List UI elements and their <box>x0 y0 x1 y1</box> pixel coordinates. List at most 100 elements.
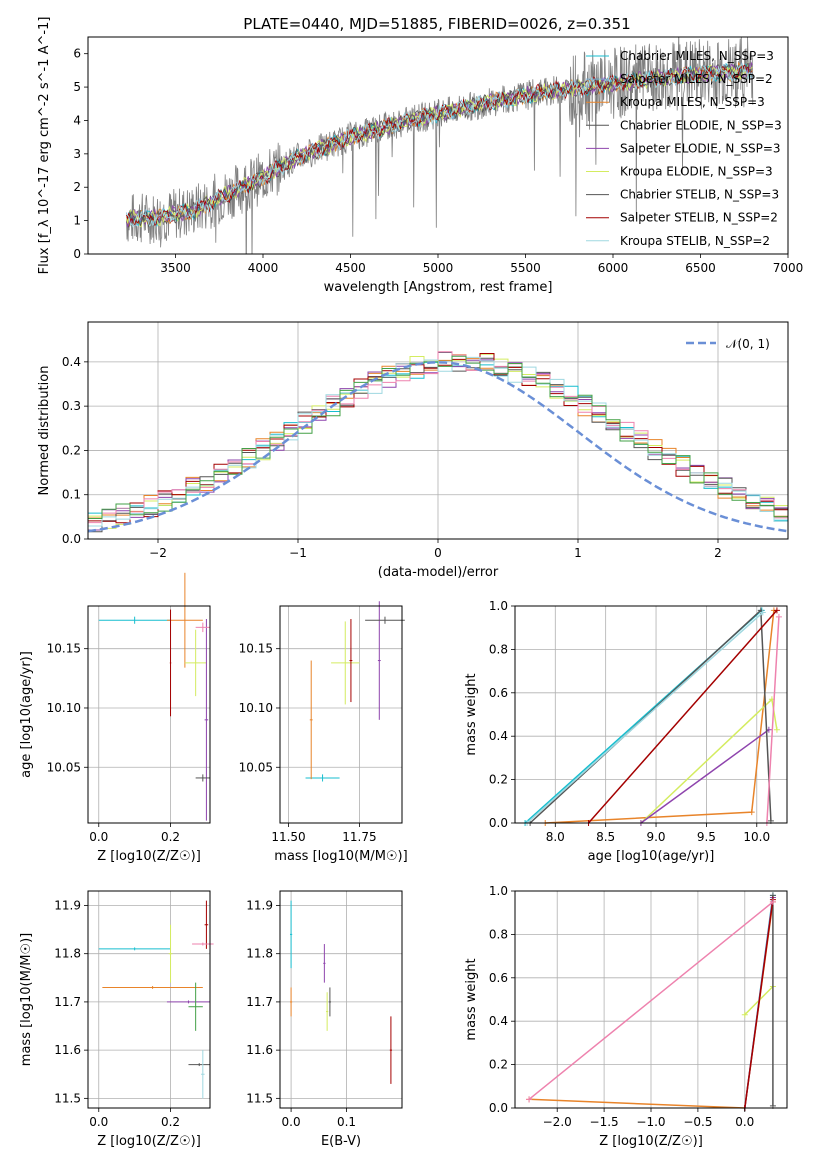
plot-area <box>98 572 210 821</box>
y-tick-label: 0.4 <box>62 355 81 369</box>
x-tick-label: 6500 <box>685 261 716 275</box>
plot-area <box>87 351 789 533</box>
plot-area <box>289 900 393 1084</box>
y-tick-label: 0 <box>73 247 81 261</box>
x-axis-label: Z [log10(Z/Z☉)] <box>97 849 201 864</box>
y-axis-label: mass weight <box>464 958 479 1040</box>
panel-age-vs-Z: 0.0 0.2 10.05 10.10 10.15 Z [log10(Z/Z☉)] age … <box>19 572 211 864</box>
legend-entry: Chabrier MILES, N_SSP=3 <box>620 49 774 63</box>
y-axis-label: mass [log10(M/M☉)] <box>19 933 34 1066</box>
x-tick-label: −2 <box>149 546 167 560</box>
x-tick-label: −0.5 <box>683 1115 712 1129</box>
plot-area <box>98 900 214 1099</box>
y-tick-label: 11.8 <box>54 947 81 961</box>
axes-frame <box>87 321 789 540</box>
panel-age-vs-mass: 11.50 11.75 10.05 10.10 10.15 mass [log10(M/M… <box>239 601 408 864</box>
grid <box>280 891 402 1108</box>
y-tick-label: 5 <box>73 80 81 94</box>
x-tick-label: 1 <box>574 546 582 560</box>
x-tick-label: 5500 <box>510 261 541 275</box>
y-tick-label: 10.15 <box>239 642 273 656</box>
x-tick-label: 9.0 <box>646 830 665 844</box>
weight-line-6 <box>587 609 778 824</box>
x-tick-label: 9.5 <box>697 830 716 844</box>
legend-entry: 𝒩(0, 1) <box>726 337 770 351</box>
gaussian-curve <box>87 361 789 533</box>
x-tick-label: 6000 <box>598 261 629 275</box>
plot-area <box>305 601 405 782</box>
axes-frame <box>514 890 788 1109</box>
x-tick-label: 11.75 <box>342 830 376 844</box>
legend-entry: Salpeter ELODIE, N_SSP=3 <box>620 141 781 155</box>
weight-line-2 <box>545 610 775 824</box>
weight-line-7 <box>766 616 780 824</box>
x-axis-label: E(B-V) <box>321 1134 361 1149</box>
weight-line-7 <box>528 901 774 1100</box>
plot-area <box>522 607 782 826</box>
x-tick-label: −1.0 <box>636 1115 665 1129</box>
y-axis-label: mass weight <box>464 673 479 755</box>
y-tick-label: 1.0 <box>489 599 508 613</box>
figure-title: PLATE=0440, MJD=51885, FIBERID=0026, z=0… <box>243 15 630 33</box>
y-tick-label: 2 <box>73 180 81 194</box>
x-tick-label: 7000 <box>773 261 804 275</box>
y-tick-label: 4 <box>73 113 81 127</box>
axes-frame <box>87 36 789 255</box>
y-tick-label: 0.4 <box>489 729 508 743</box>
y-tick-label: 0.8 <box>489 642 508 656</box>
x-tick-label: 8.0 <box>546 830 565 844</box>
y-tick-label: 0.4 <box>489 1014 508 1028</box>
y-tick-label: 10.10 <box>47 701 81 715</box>
x-tick-label: 5000 <box>423 261 454 275</box>
x-tick-label: 0 <box>434 546 442 560</box>
axes-frame <box>87 890 211 1109</box>
weight-line-4 <box>640 729 770 824</box>
x-tick-label: 3500 <box>160 261 191 275</box>
x-tick-label: 0.2 <box>161 830 180 844</box>
y-tick-label: 10.15 <box>47 642 81 656</box>
weight-marker <box>775 613 782 620</box>
y-tick-label: 11.6 <box>246 1043 273 1057</box>
model-line-8 <box>126 64 753 226</box>
x-tick-label: 2 <box>714 546 722 560</box>
y-axis-label: age [log10(age/yr)] <box>19 651 34 778</box>
y-tick-label: 11.6 <box>54 1043 81 1057</box>
model-line-9 <box>126 64 753 228</box>
y-axis-label: Flux [f_λ 10^-17 erg cm^-2 s^-1 A^-1] <box>37 17 52 275</box>
grid <box>88 891 210 1108</box>
legend-entry: Kroupa MILES, N_SSP=3 <box>620 95 765 109</box>
plot-area <box>126 37 754 254</box>
y-tick-label: 0.0 <box>62 532 81 546</box>
legend-entry: Kroupa ELODIE, N_SSP=3 <box>620 165 773 179</box>
x-tick-label: 10.0 <box>743 830 770 844</box>
y-tick-label: 11.8 <box>246 947 273 961</box>
x-tick-label: 0.1 <box>337 1115 356 1129</box>
y-tick-label: 11.9 <box>246 898 273 912</box>
panel-weight-vs-Z: −2.0 −1.5 −1.0 −0.5 0.0 0.0 0.2 0.4 0.6 0.8 1.0 Z [… <box>464 884 788 1149</box>
weight-marker <box>748 809 755 816</box>
y-tick-label: 11.5 <box>246 1091 273 1105</box>
panel-spectrum: 3500 4000 4500 5000 5500 6000 6500 7000 0 1 2 3 4 5 6 w… <box>37 17 804 295</box>
weight-marker <box>773 726 780 733</box>
x-tick-label: 4000 <box>248 261 279 275</box>
x-tick-label: 4500 <box>335 261 366 275</box>
weight-line-5 <box>529 608 772 824</box>
weight-marker <box>769 898 776 905</box>
y-tick-label: 0.0 <box>489 816 508 830</box>
y-tick-label: 1.0 <box>489 884 508 898</box>
y-tick-label: 11.5 <box>54 1091 81 1105</box>
x-tick-label: −1.5 <box>590 1115 619 1129</box>
y-tick-label: 6 <box>73 47 81 61</box>
weight-line-8 <box>526 611 764 824</box>
weight-marker <box>741 1011 748 1018</box>
x-tick-label: −2.0 <box>543 1115 572 1129</box>
x-axis-label: Z [log10(Z/Z☉)] <box>599 1134 703 1149</box>
y-tick-label: 0.2 <box>62 443 81 457</box>
y-tick-label: 0.6 <box>489 971 508 985</box>
legend-entry: Kroupa STELIB, N_SSP=2 <box>620 234 770 248</box>
y-tick-label: 0.2 <box>489 773 508 787</box>
legend-entry: Salpeter STELIB, N_SSP=2 <box>620 211 778 225</box>
y-tick-label: 0.1 <box>62 488 81 502</box>
histogram-8 <box>88 356 788 527</box>
